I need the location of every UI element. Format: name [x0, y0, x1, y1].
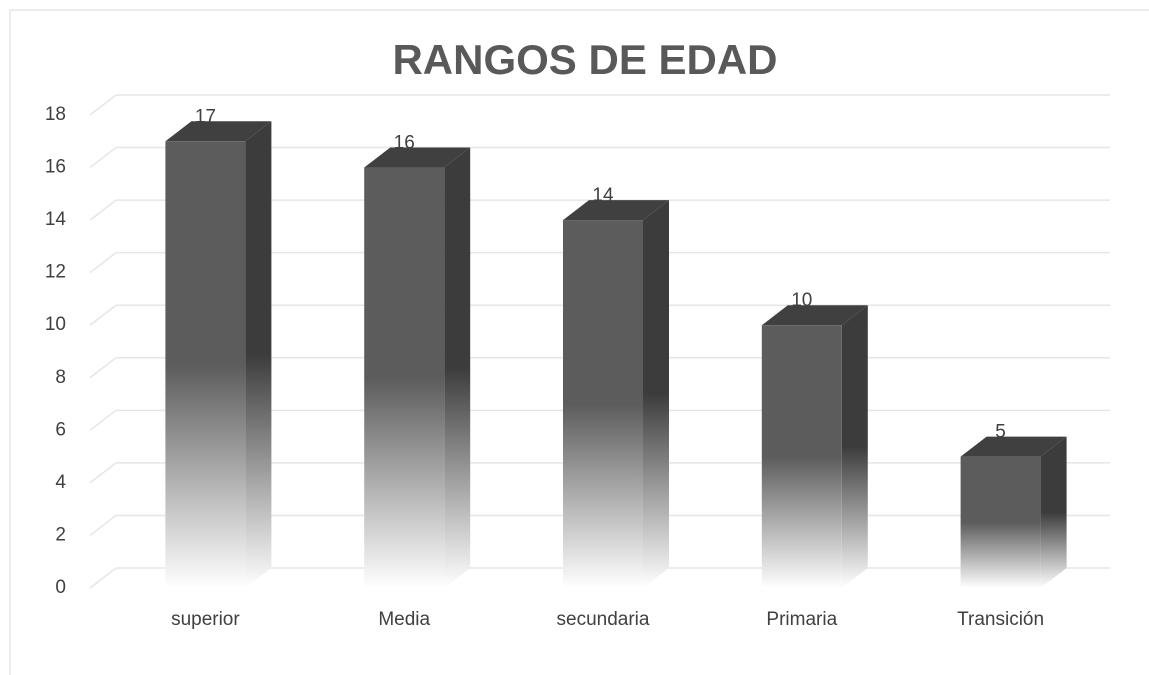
bar	[165, 141, 246, 588]
x-tick-label: superior	[171, 609, 240, 630]
y-tick-label: 10	[45, 314, 66, 335]
grid-connector	[89, 409, 117, 431]
x-tick-label: Transición	[957, 609, 1044, 630]
bar	[563, 220, 643, 588]
x-tick-label: Primaria	[766, 609, 837, 630]
grid-connector	[89, 199, 117, 221]
y-tick-label: 12	[45, 262, 66, 283]
bar-side	[1040, 436, 1067, 588]
bar	[960, 456, 1041, 588]
y-tick-label: 14	[45, 209, 67, 230]
y-tick-label: 4	[55, 472, 66, 493]
grid-connector	[89, 462, 117, 484]
bar-top	[563, 200, 669, 221]
bar-side	[643, 200, 669, 588]
x-tick-label: Media	[378, 609, 430, 630]
x-tick-label: secundaria	[557, 609, 650, 630]
data-label: 5	[995, 422, 1006, 443]
data-label: 17	[195, 106, 216, 127]
y-tick-label: 16	[45, 157, 66, 178]
bar	[761, 325, 842, 588]
bar-side	[841, 305, 868, 588]
y-tick-label: 18	[45, 104, 66, 125]
grid-connector	[89, 94, 117, 116]
bar-top	[165, 121, 272, 142]
grid-connector	[89, 567, 117, 589]
chart-title: RANGOS DE EDAD	[392, 36, 777, 83]
y-tick-label: 8	[55, 367, 66, 388]
y-tick-label: 2	[55, 524, 66, 545]
data-label: 10	[791, 290, 812, 311]
grid-connector	[89, 304, 117, 326]
y-tick-label: 6	[55, 419, 66, 440]
grid-connector	[89, 146, 117, 169]
bar-top	[960, 436, 1067, 457]
grid-connector	[89, 357, 117, 379]
bar-top	[761, 305, 868, 326]
bar	[364, 167, 445, 589]
bar-side	[245, 121, 272, 589]
grid-connector	[89, 252, 117, 274]
data-label: 14	[592, 185, 614, 206]
y-tick-label: 0	[55, 577, 66, 598]
grid-connector	[89, 514, 117, 537]
bar-top	[364, 147, 471, 168]
bar-side	[444, 147, 471, 589]
data-label: 16	[394, 133, 415, 154]
